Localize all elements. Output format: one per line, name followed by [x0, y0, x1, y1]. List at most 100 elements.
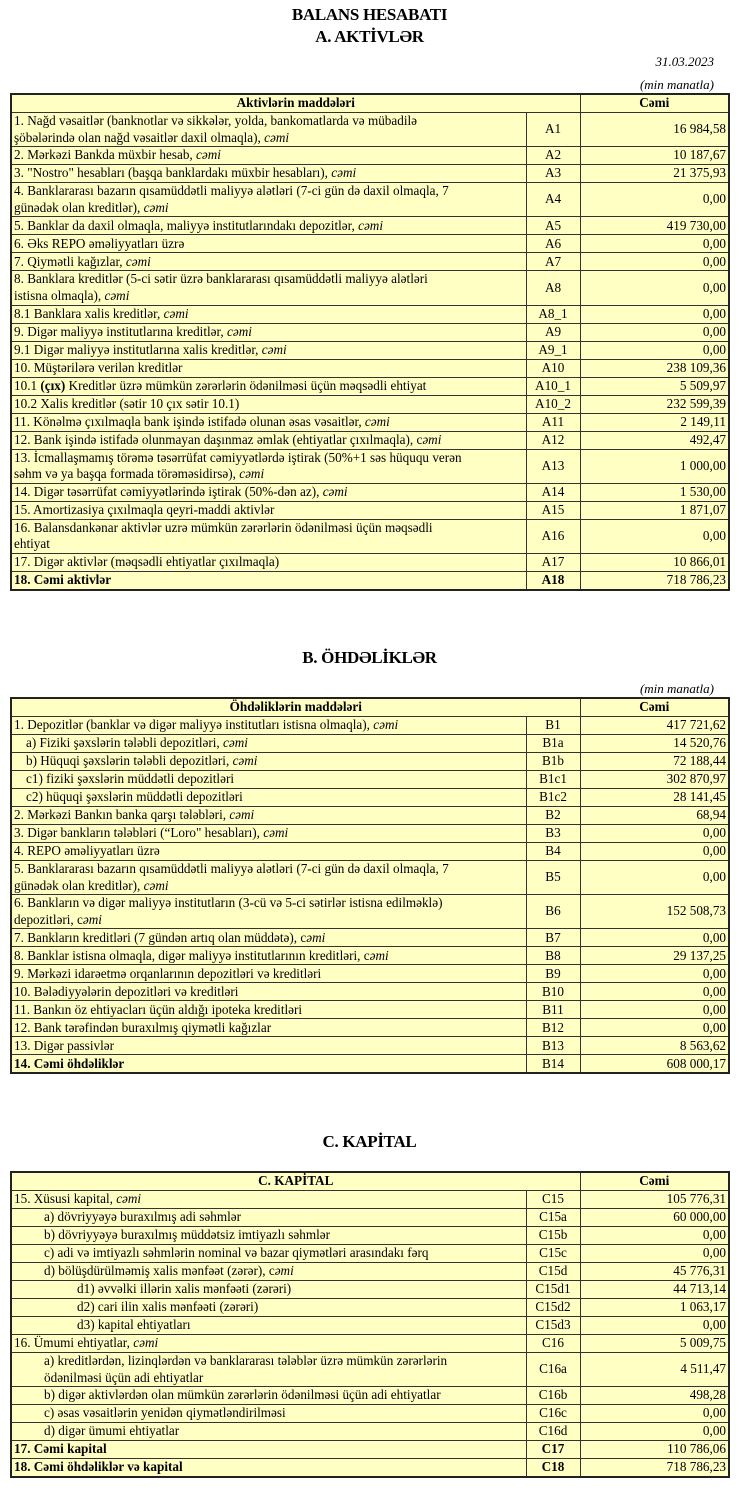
row-label-text: 8. Banklara kreditlər (5-ci sətir üzrə b… — [14, 271, 428, 303]
row-label: 6. Əks REPO əməliyyatları üzrə — [10, 234, 527, 254]
row-label: a) dövriyyəyə buraxılmış adi səhmlər — [10, 1208, 527, 1227]
row-label-text: a) dövriyyəyə buraxılmış adi səhmlər — [44, 1209, 242, 1225]
table-row: 9.1 Digər maliyyə institutlarına xalis k… — [10, 340, 730, 360]
row-label: 8. Banklar istisna olmaqla, digər maliyy… — [10, 946, 527, 966]
row-label-text: cəmi — [239, 466, 265, 482]
table-row: c) əsas vəsaitlərin yenidən qiymətləndir… — [10, 1404, 730, 1424]
row-label: 5. Banklar da daxil olmaqla, maliyyə ins… — [10, 216, 527, 236]
row-label: c) əsas vəsaitlərin yenidən qiymətləndir… — [10, 1404, 527, 1424]
row-code: A10_2 — [525, 394, 581, 414]
row-label-text: cəmi — [143, 199, 169, 215]
row-label-text: 14. Cəmi öhdəliklər — [14, 1055, 125, 1071]
row-label: 17. Digər aktivlər (məqsədli ehtiyatlar … — [10, 552, 527, 572]
table-row: a) dövriyyəyə buraxılmış adi səhmlər C15a… — [10, 1208, 730, 1227]
row-code: A10_1 — [525, 376, 581, 396]
row-value: 10 187,67 — [579, 146, 730, 166]
table-row: 9. Mərkəzi idarəetmə orqanlarının depozi… — [10, 964, 730, 984]
row-code: B12 — [525, 1018, 581, 1038]
table-row: 15. Amortizasiya çıxılmaqla qeyri-maddi … — [10, 500, 730, 520]
liabilities-table: Öhdəliklərin maddələri Cəmi 1. Depozitlə… — [10, 697, 730, 1075]
row-label-text: 2. Mərkəzi Bankda müxbir hesab — [14, 147, 190, 163]
row-label: 16. Ümumi ehtiyatlar, cəmi — [10, 1334, 527, 1353]
table-row: 16. Ümumi ehtiyatlar, cəmi C16 5 009,75 — [10, 1334, 730, 1353]
row-code: C16 — [525, 1334, 581, 1353]
row-label-text: cəmi — [358, 217, 383, 233]
row-value: 0,00 — [579, 270, 730, 306]
row-code: A9 — [525, 322, 581, 342]
row-label: 1. Nağd vəsaitlər (banknotlar və sikkələ… — [10, 111, 527, 148]
col-label-header: Aktivlərin maddələri — [10, 93, 581, 113]
row-code: C15 — [525, 1190, 581, 1209]
row-label: 9. Digər maliyyə institutlarına kreditlə… — [10, 322, 527, 342]
row-label-text: c) adi və imtiyazlı səhmlərin nominal və… — [44, 1245, 429, 1261]
row-value: 608 000,17 — [579, 1054, 730, 1074]
row-code: A12 — [525, 430, 581, 450]
table-header: Aktivlərin maddələri Cəmi — [10, 93, 730, 113]
col-label-header: C. KAPİTAL — [10, 1171, 581, 1191]
row-value: 0,00 — [579, 1422, 730, 1442]
row-label-text: cəmi — [229, 807, 255, 823]
row-label: 5. Banklararası bazarın qısamüddətli mal… — [10, 859, 527, 896]
row-label-text: 16. Balansdankənar aktivlər uzrə mümkün … — [14, 519, 433, 552]
row-label: 15. Xüsusi kapital, cəmi — [10, 1190, 527, 1209]
row-code: C17 — [525, 1440, 581, 1460]
row-value: 16 984,58 — [579, 111, 730, 148]
row-label: b) Hüquqi şəxslərin tələbli depozitləri,… — [10, 752, 527, 771]
row-value: 0,00 — [579, 982, 730, 1002]
row-label-text: d3) kapital ehtiyatları — [77, 1317, 191, 1333]
table-row: 2. Mərkəzi Bankda müxbir hesab, cəmi A2 10… — [10, 146, 730, 166]
table-row: 10.1 (çıx) Kreditlər üzrə mümkün zərərlə… — [10, 376, 730, 396]
row-label-text: cəmi — [264, 129, 290, 145]
row-label-text: 8.1 Banklara xalis kreditlər, — [14, 305, 164, 321]
row-value: 72 188,44 — [579, 752, 730, 771]
row-label-text: 7. Bankların kreditləri (7 gündən artıq … — [14, 929, 307, 945]
row-value: 0,00 — [579, 928, 730, 948]
row-value: 0,00 — [579, 1000, 730, 1020]
row-label-text: a) Fiziki şəxslərin tələbli depozitləri, — [26, 735, 224, 751]
row-value: 44 713,14 — [579, 1280, 730, 1299]
row-label-text: cəmi — [223, 735, 248, 751]
row-value: 29 137,25 — [579, 946, 730, 966]
table-row: b) digər aktivlərdən olan mümkün zərərlə… — [10, 1386, 730, 1406]
table-row: 5. Banklararası bazarın qısamüddətli mal… — [10, 859, 730, 896]
table-row: b) dövriyyəyə buraxılmış müddətsiz imtiy… — [10, 1226, 730, 1245]
row-value: 0,00 — [579, 842, 730, 861]
row-label-text: 11. Könəlmə çıxılmaqla bank işində istif… — [14, 413, 365, 429]
row-label-text: 10. Müştərilərə verilən kreditlər — [14, 359, 183, 375]
row-value: 238 109,36 — [579, 358, 730, 378]
row-code: A14 — [525, 482, 581, 502]
row-code: B2 — [525, 806, 581, 825]
row-label: 1. Depozitlər (banklar və digər maliyyə … — [10, 716, 527, 735]
section-c-title: C. KAPİTAL — [322, 1132, 417, 1151]
row-label-text: 17. Cəmi kapital — [14, 1441, 107, 1457]
row-value: 1 530,00 — [579, 482, 730, 502]
row-label: 11. Könəlmə çıxılmaqla bank işində istif… — [10, 412, 527, 432]
row-code: A9_1 — [525, 340, 581, 360]
unit-note: (min manatla) — [639, 681, 714, 696]
report-title: BALANS HESABATI — [291, 5, 448, 24]
row-label-text: d) digər ümumi ehtiyatlar — [44, 1423, 180, 1439]
row-code: C15a — [525, 1208, 581, 1227]
col-label-header: Öhdəliklərin maddələri — [10, 697, 581, 717]
row-label-text: 6. Əks REPO əməliyyatları üzrə — [14, 235, 185, 251]
row-value: 0,00 — [579, 322, 730, 342]
row-value: 4 511,47 — [579, 1351, 730, 1388]
row-value: 8 563,62 — [579, 1036, 730, 1056]
table-row: 3. Digər bankların tələbləri (“Loro" hes… — [10, 824, 730, 843]
row-code: A4 — [525, 182, 581, 218]
row-label: 10. Müştərilərə verilən kreditlər — [10, 358, 527, 378]
row-value: 68,94 — [579, 806, 730, 825]
row-code: A13 — [525, 448, 581, 484]
row-label-text: b) Hüquqi şəxslərin tələbli depozitləri — [26, 753, 226, 769]
row-value: 1 063,17 — [579, 1298, 730, 1317]
row-code: A16 — [525, 518, 581, 554]
row-label: 9. Mərkəzi idarəetmə orqanlarının depozi… — [10, 964, 527, 984]
row-label: 12. Bank işində istifadə olunmayan daşın… — [10, 430, 527, 450]
row-label-text: c) əsas vəsaitlərin yenidən qiymətləndir… — [44, 1405, 286, 1421]
table-row: 11. Bankın öz ehtiyacları üçün aldığı ip… — [10, 1000, 730, 1020]
row-code: A7 — [525, 252, 581, 272]
row-label-text: cəmi — [133, 1335, 159, 1351]
row-value: 718 786,23 — [579, 570, 730, 591]
row-code: B4 — [525, 842, 581, 861]
row-label: 3. "Nostro" hesabları (başqa banklardakı… — [10, 164, 527, 184]
